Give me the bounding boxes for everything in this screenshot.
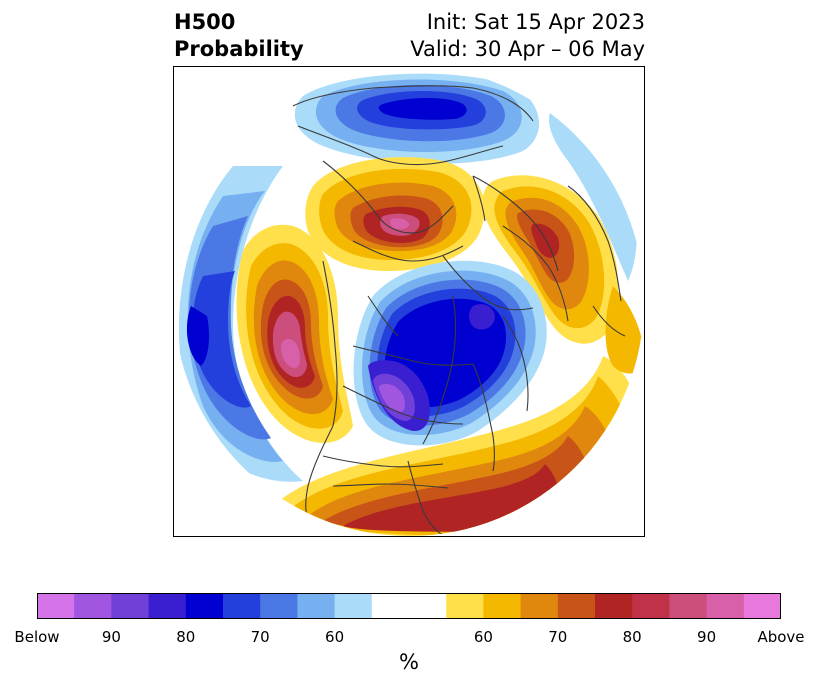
product-name: Probability bbox=[174, 37, 304, 61]
colorbar-tick-label: 90 bbox=[697, 628, 717, 646]
colorbar-tick-label: Below bbox=[14, 628, 60, 646]
colorbar-swatch bbox=[632, 593, 670, 619]
colorbar-tick-label: Above bbox=[757, 628, 805, 646]
colorbar-swatch bbox=[446, 593, 484, 619]
valid-range: Valid: 30 Apr – 06 May bbox=[410, 37, 645, 61]
colorbar-swatch bbox=[557, 593, 596, 619]
arctic-below-anomaly bbox=[294, 73, 637, 281]
colorbar-swatch bbox=[743, 593, 781, 619]
colorbar-swatch bbox=[185, 593, 224, 619]
colorbar-unit-label: % bbox=[399, 650, 419, 674]
colorbar-swatch bbox=[334, 593, 373, 619]
colorbar-border bbox=[37, 593, 781, 619]
colorbar bbox=[37, 593, 781, 619]
colorbar-swatch bbox=[297, 593, 336, 619]
northeast-pacific-above-anomaly bbox=[236, 224, 353, 443]
colorbar-swatch bbox=[74, 593, 112, 619]
colorbar-swatch bbox=[669, 593, 708, 619]
colorbar-tick-label: 70 bbox=[548, 628, 568, 646]
colorbar-swatch bbox=[223, 593, 261, 619]
colorbar-swatch bbox=[520, 593, 559, 619]
colorbar-swatches bbox=[37, 593, 781, 619]
colorbar-swatch bbox=[483, 593, 522, 619]
init-date: Init: Sat 15 Apr 2023 bbox=[426, 10, 645, 34]
colorbar-tick-label: 90 bbox=[101, 628, 121, 646]
colorbar-swatch bbox=[260, 593, 298, 619]
colorbar-swatch bbox=[706, 593, 745, 619]
colorbar-tick-label: 70 bbox=[250, 628, 270, 646]
europe-above-anomaly bbox=[482, 175, 619, 344]
colorbar-swatch bbox=[371, 593, 447, 619]
colorbar-tick-label: 60 bbox=[473, 628, 493, 646]
polar-stereographic-map bbox=[173, 66, 645, 537]
map-border bbox=[173, 66, 645, 537]
variable-name: H500 bbox=[174, 10, 236, 34]
greenland-above-anomaly bbox=[305, 157, 485, 271]
colorbar-swatch bbox=[37, 593, 75, 619]
colorbar-swatch bbox=[595, 593, 633, 619]
colorbar-swatch bbox=[111, 593, 150, 619]
colorbar-tick-label: 80 bbox=[176, 628, 196, 646]
map-title-right: Init: Sat 15 Apr 2023 Valid: 30 Apr – 06… bbox=[410, 9, 645, 63]
colorbar-tick-label: 80 bbox=[622, 628, 642, 646]
map-title-left: H500 Probability bbox=[174, 9, 304, 63]
colorbar-swatch bbox=[148, 593, 187, 619]
pacific-below-anomaly bbox=[178, 166, 303, 482]
colorbar-tick-label: 60 bbox=[325, 628, 345, 646]
